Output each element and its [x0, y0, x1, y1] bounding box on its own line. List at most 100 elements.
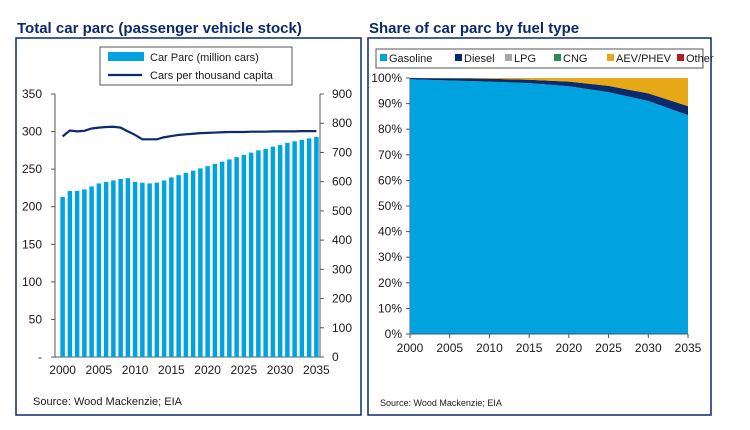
left-y-tick-label: 50 [29, 312, 43, 326]
legend-diesel-swatch [455, 54, 462, 61]
share-y-tick-label: 50% [378, 199, 402, 213]
share-x-tick-label: 2005 [436, 341, 463, 355]
legend-gasoline-label: Gasoline [389, 53, 432, 65]
left-y-tick-label: - [38, 350, 42, 364]
left-y-tick-label: 150 [22, 237, 42, 251]
legend-aev-phev-label: AEV/PHEV [616, 53, 672, 65]
left-y-tick-label: 100 [22, 275, 42, 289]
legend-gasoline-swatch [380, 54, 387, 61]
car-parc-bar [263, 148, 268, 357]
car-parc-bar [103, 181, 109, 357]
share-y-tick-label: 10% [378, 301, 402, 315]
right-chart-title: Share of car parc by fuel type [369, 20, 580, 37]
left-chart-frame [15, 37, 362, 416]
left-x-tick-label: 2005 [86, 363, 113, 377]
legend-other-swatch [677, 54, 684, 61]
car-parc-bar [169, 177, 174, 357]
area-aev-phev [410, 78, 688, 107]
share-x-tick-label: 2015 [516, 341, 543, 355]
car-parc-bar [241, 154, 247, 357]
car-parc-bar [60, 196, 65, 357]
share-x-tick-label: 2010 [476, 341, 503, 355]
share-x-tick-label: 2035 [675, 341, 702, 355]
right-y-tick-label: 600 [332, 175, 352, 189]
car-parc-bar [314, 136, 319, 357]
left-y-tick-label: 300 [22, 125, 42, 139]
car-parc-bar [299, 139, 305, 357]
left-x-tick-label: 2015 [158, 363, 185, 377]
left-x-tick-label: 2035 [303, 363, 330, 377]
right-y-tick-label: 100 [332, 321, 352, 335]
left-x-tick-label: 2030 [267, 363, 294, 377]
car-parc-bar [176, 175, 181, 357]
left-x-tick-label: 2020 [194, 363, 221, 377]
legend-aev-phev-swatch [607, 54, 614, 61]
legend-lpg-swatch [505, 54, 512, 61]
legend-other-label: Other [686, 53, 714, 65]
car-parc-bar [190, 170, 196, 357]
car-parc-bar [111, 180, 116, 357]
car-parc-bar [183, 172, 189, 357]
legend-lpg-label: LPG [514, 53, 536, 65]
car-parc-bar [132, 181, 138, 357]
car-parc-bar [198, 168, 203, 357]
car-parc-bar [161, 180, 167, 357]
left-chart-title: Total car parc (passenger vehicle stock) [17, 20, 302, 37]
car-parc-bar [285, 142, 290, 357]
car-parc-bar [292, 141, 297, 357]
share-x-tick-label: 2000 [397, 341, 424, 355]
right-y-tick-label: 500 [332, 204, 352, 218]
legend-label-car-parc: Car Parc (million cars) [150, 52, 259, 64]
share-y-tick-label: 30% [378, 250, 402, 264]
cars-per-capita-line [61, 125, 317, 141]
share-y-tick-label: 90% [378, 97, 402, 111]
car-parc-bar [96, 183, 102, 357]
legend-cng-swatch [554, 54, 561, 61]
share-x-tick-label: 2020 [556, 341, 583, 355]
share-y-tick-label: 0% [385, 327, 403, 341]
share-x-tick-label: 2025 [595, 341, 622, 355]
car-parc-bar [270, 146, 276, 357]
area-gasoline [410, 79, 688, 334]
car-parc-bar [219, 161, 225, 357]
car-parc-bar [248, 152, 254, 357]
car-parc-bar [125, 178, 131, 357]
car-parc-bar [256, 150, 261, 357]
share-y-tick-label: 40% [378, 225, 402, 239]
car-parc-bar [118, 178, 123, 357]
car-parc-bar [82, 189, 87, 357]
car-parc-bar [277, 145, 283, 357]
legend-cng-label: CNG [563, 53, 587, 65]
left-y-tick-label: 250 [22, 162, 42, 176]
share-y-tick-label: 70% [378, 148, 402, 162]
right-y-tick-label: 300 [332, 262, 352, 276]
legend-label-cars-per-capita: Cars per thousand capita [150, 70, 274, 82]
car-parc-bar [154, 182, 160, 357]
right-chart-frame [367, 37, 712, 416]
right-legend-box [375, 48, 704, 69]
car-parc-bar [212, 163, 218, 357]
right-y-tick-label: 400 [332, 233, 352, 247]
legend-swatch-car-parc [108, 52, 144, 61]
share-y-tick-label: 80% [378, 122, 402, 136]
right-y-tick-label: 700 [332, 145, 352, 159]
car-parc-bar [67, 190, 73, 357]
left-x-tick-label: 2025 [231, 363, 258, 377]
car-parc-bar [227, 159, 232, 357]
left-chart-source: Source: Wood Mackenzie; EIA [33, 396, 183, 408]
car-parc-bar [205, 166, 210, 357]
left-y-tick-label: 350 [22, 87, 42, 101]
area-diesel [410, 78, 688, 116]
car-parc-bar [74, 190, 80, 357]
right-y-tick-label: 200 [332, 292, 352, 306]
right-chart-source: Source: Wood Mackenzie; EIA [380, 398, 502, 408]
left-x-tick-label: 2000 [49, 363, 76, 377]
left-x-tick-label: 2010 [122, 363, 149, 377]
car-parc-bar [234, 157, 239, 357]
car-parc-bar [306, 138, 312, 357]
share-y-tick-label: 20% [378, 276, 402, 290]
right-y-tick-label: 900 [332, 87, 352, 101]
share-x-tick-label: 2030 [635, 341, 662, 355]
